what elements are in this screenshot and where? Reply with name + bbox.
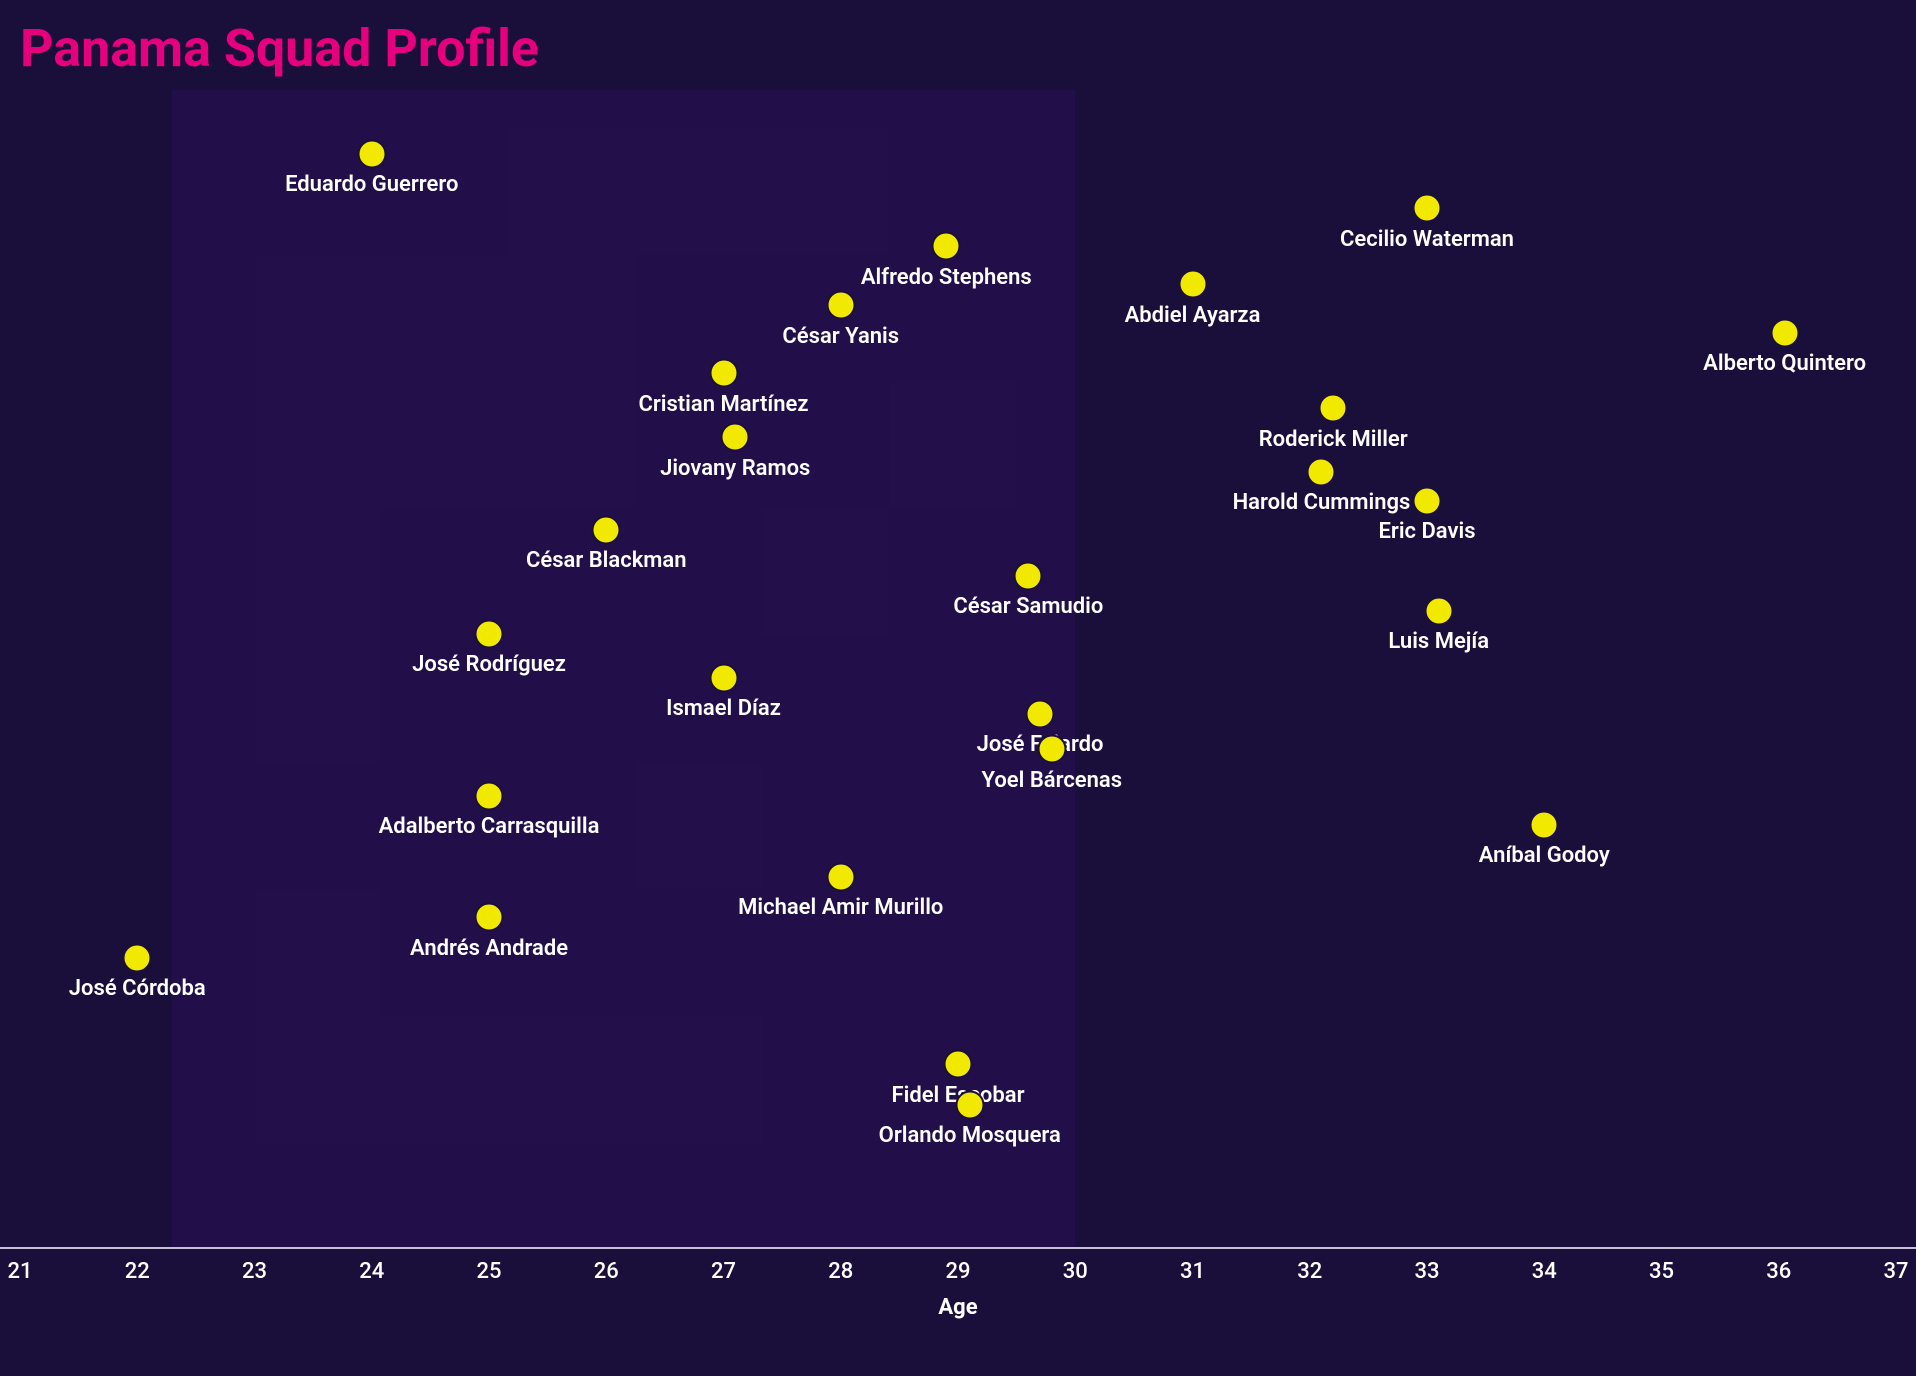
player-point	[1026, 699, 1055, 728]
player-label: Alfredo Stephens	[861, 265, 1032, 290]
player-point	[1770, 318, 1799, 347]
player-point	[1037, 735, 1066, 764]
player-label: Eric Davis	[1378, 519, 1475, 544]
x-tick-37: 37	[1883, 1259, 1908, 1284]
player-point	[826, 862, 855, 891]
player-label: José Rodríguez	[412, 652, 566, 677]
player-point	[592, 515, 621, 544]
player-point	[1178, 270, 1207, 299]
player-point	[1413, 486, 1442, 515]
player-point	[709, 663, 738, 692]
player-point	[944, 1050, 973, 1079]
player-label: Adalberto Carrasquilla	[379, 814, 600, 839]
player-label: Ismael Díaz	[666, 696, 781, 721]
player-label: Roderick Miller	[1259, 427, 1408, 452]
player-point	[1307, 457, 1336, 486]
player-point	[955, 1090, 984, 1119]
x-tick-25: 25	[476, 1259, 501, 1284]
player-point	[475, 781, 504, 810]
player-point	[1413, 194, 1442, 223]
player-point	[721, 423, 750, 452]
player-point	[1530, 810, 1559, 839]
player-point	[475, 903, 504, 932]
player-label: Harold Cummings	[1233, 490, 1411, 515]
player-point	[1014, 561, 1043, 590]
player-label: Orlando Mosquera	[879, 1123, 1061, 1148]
player-point	[357, 139, 386, 168]
player-point	[123, 943, 152, 972]
x-tick-28: 28	[828, 1259, 853, 1284]
x-tick-21: 21	[7, 1259, 32, 1284]
player-point	[709, 359, 738, 388]
player-label: Abdiel Ayarza	[1125, 303, 1261, 328]
player-label: César Yanis	[782, 324, 899, 349]
player-label: Michael Amir Murillo	[738, 895, 943, 920]
player-label: Eduardo Guerrero	[285, 172, 458, 197]
player-point	[1319, 394, 1348, 423]
player-point	[932, 232, 961, 261]
x-tick-27: 27	[711, 1259, 736, 1284]
player-label: Cristian Martínez	[638, 392, 808, 417]
player-label: Aníbal Godoy	[1479, 843, 1610, 868]
shaded-region	[172, 90, 1075, 1247]
player-label: Luis Mejía	[1388, 629, 1489, 654]
x-axis-title: Age	[938, 1295, 977, 1320]
x-axis-line	[0, 1247, 1916, 1249]
player-label: José Córdoba	[69, 976, 206, 1001]
chart-container: Panama Squad Profile 21 22 23 24 25 26 27 28 29 3…	[0, 0, 1916, 1376]
player-point	[475, 619, 504, 648]
x-tick-36: 36	[1766, 1259, 1791, 1284]
player-label: Yoel Bárcenas	[982, 768, 1123, 793]
player-point	[1424, 596, 1453, 625]
x-tick-33: 33	[1414, 1259, 1439, 1284]
x-tick-31: 31	[1180, 1259, 1205, 1284]
player-label: Jiovany Ramos	[660, 456, 810, 481]
x-tick-23: 23	[242, 1259, 267, 1284]
x-tick-26: 26	[594, 1259, 619, 1284]
chart-title: Panama Squad Profile	[20, 18, 539, 79]
player-label: Andrés Andrade	[410, 936, 568, 961]
x-tick-24: 24	[359, 1259, 384, 1284]
x-tick-35: 35	[1649, 1259, 1674, 1284]
player-label: Cecilio Waterman	[1340, 227, 1514, 252]
player-point	[826, 291, 855, 320]
x-tick-29: 29	[945, 1259, 970, 1284]
x-tick-30: 30	[1063, 1259, 1088, 1284]
x-tick-32: 32	[1297, 1259, 1322, 1284]
player-label: César Samudio	[953, 594, 1103, 619]
player-label: César Blackman	[526, 548, 687, 573]
player-label: Alberto Quintero	[1703, 351, 1866, 376]
x-tick-22: 22	[125, 1259, 150, 1284]
x-tick-34: 34	[1532, 1259, 1557, 1284]
